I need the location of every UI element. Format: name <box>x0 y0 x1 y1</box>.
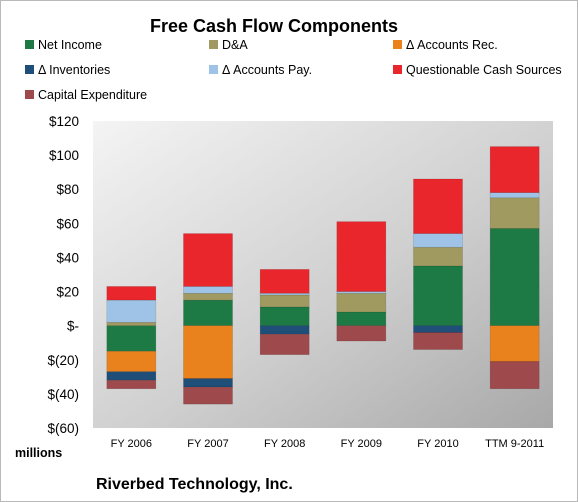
bar-segment-capital-expenditure <box>413 332 463 350</box>
bar-segment-questionable-cash-sources <box>336 221 387 292</box>
y-tick-label: $100 <box>49 148 79 163</box>
bar-segment-capital-expenditure <box>336 325 387 342</box>
bar-segment-delta-accounts-pay <box>183 286 233 294</box>
chart-title: Free Cash Flow Components <box>150 16 398 36</box>
y-tick-label: $80 <box>56 182 79 197</box>
bar-segment-capital-expenditure <box>489 361 540 390</box>
bar-segment-net-income <box>106 325 157 352</box>
legend-item-net-income: Net Income <box>25 38 102 52</box>
bar-segment-delta-inventories <box>413 325 463 333</box>
bar-segment-danda <box>259 294 310 308</box>
bar-group-ttm-9-2011 <box>489 146 540 390</box>
legend-swatch <box>25 65 34 74</box>
x-tick-label: FY 2007 <box>187 438 228 450</box>
bar-segment-questionable-cash-sources <box>489 146 540 193</box>
bar-group-fy-2006 <box>106 286 157 390</box>
company-name: Riverbed Technology, Inc. <box>96 476 293 493</box>
bar-group-fy-2010 <box>413 178 463 350</box>
y-tick-label: $20 <box>56 285 79 300</box>
y-tick-label: $(40) <box>47 387 79 402</box>
bar-segment-questionable-cash-sources <box>413 178 463 234</box>
y-tick-label: $40 <box>56 250 79 265</box>
legend-item-delta-accounts-pay: Δ Accounts Pay. <box>209 63 312 77</box>
legend-item-capital-expenditure: Capital Expenditure <box>25 88 147 102</box>
bar-segment-delta-inventories <box>259 325 310 335</box>
bar-group-fy-2007 <box>183 233 233 405</box>
bar-segment-danda <box>106 321 157 326</box>
bar-segment-capital-expenditure <box>259 333 310 355</box>
x-tick-label: FY 2010 <box>417 438 458 450</box>
bar-segment-delta-accounts-pay <box>106 299 157 323</box>
bar-segment-net-income <box>413 265 463 326</box>
y-tick-label: $(20) <box>47 353 79 368</box>
legend-swatch <box>393 65 402 74</box>
x-axis: FY 2006 FY 2007 FY 2008 FY 2009 FY 2010 TTM 9… <box>111 438 545 450</box>
bar-segment-delta-inventories <box>183 378 233 388</box>
bar-segment-capital-expenditure <box>106 379 157 390</box>
y-tick-label: $(60) <box>47 421 79 436</box>
legend-label: D&A <box>222 38 248 52</box>
x-tick-label: FY 2008 <box>264 438 305 450</box>
bar-segment-questionable-cash-sources <box>106 286 157 301</box>
legend-item-danda: D&A <box>209 38 248 52</box>
bar-segment-danda <box>489 197 540 229</box>
legend-item-questionable-cash-sources: Questionable Cash Sources <box>393 63 562 77</box>
y-tick-label: $120 <box>49 114 79 129</box>
legend-item-delta-inventories: Δ Inventories <box>25 63 110 77</box>
bar-segment-danda <box>413 246 463 267</box>
bar-segment-danda <box>336 292 387 313</box>
bar-segment-capital-expenditure <box>183 386 233 405</box>
bar-segment-delta-accounts-rec <box>489 325 540 362</box>
legend-label: Questionable Cash Sources <box>406 63 562 77</box>
legend: Net Income D&A Δ Accounts Rec. Δ Inventorie… <box>25 38 562 102</box>
legend-swatch <box>209 40 218 49</box>
bar-group-fy-2008 <box>259 269 310 355</box>
bar-segment-danda <box>183 292 233 301</box>
bar-segment-net-income <box>489 228 540 326</box>
plot-area <box>93 121 553 428</box>
legend-label: Capital Expenditure <box>38 88 147 102</box>
legend-item-delta-accounts-rec: Δ Accounts Rec. <box>393 38 498 52</box>
legend-swatch <box>25 40 34 49</box>
bar-segment-questionable-cash-sources <box>259 269 310 294</box>
legend-label: Δ Accounts Rec. <box>406 38 498 52</box>
legend-swatch <box>209 65 218 74</box>
bar-segment-net-income <box>336 311 387 326</box>
bar-segment-questionable-cash-sources <box>183 233 233 287</box>
bar-segment-delta-accounts-rec <box>183 325 233 379</box>
x-tick-label: TTM 9-2011 <box>485 438 544 450</box>
bar-group-fy-2009 <box>336 221 387 342</box>
legend-label: Δ Inventories <box>38 63 110 77</box>
units-label: millions <box>15 446 62 460</box>
bar-segment-net-income <box>259 306 310 326</box>
y-axis: $120 $100 $80 $60 $40 $20 $- $(20) $(40) $(60) <box>47 114 79 436</box>
legend-label: Δ Accounts Pay. <box>222 63 312 77</box>
bar-segment-net-income <box>183 299 233 326</box>
legend-label: Net Income <box>38 38 102 52</box>
bar-segment-delta-accounts-rec <box>106 350 157 373</box>
bar-segment-delta-inventories <box>106 371 157 381</box>
legend-swatch <box>25 90 34 99</box>
bars <box>106 146 540 405</box>
x-tick-label: FY 2009 <box>341 438 382 450</box>
x-tick-label: FY 2006 <box>111 438 152 450</box>
y-tick-label: $60 <box>56 216 79 231</box>
y-tick-label: $- <box>67 319 79 334</box>
bar-segment-delta-accounts-pay <box>413 233 463 248</box>
bar-segment-delta-accounts-pay <box>489 192 540 199</box>
legend-swatch <box>393 40 402 49</box>
